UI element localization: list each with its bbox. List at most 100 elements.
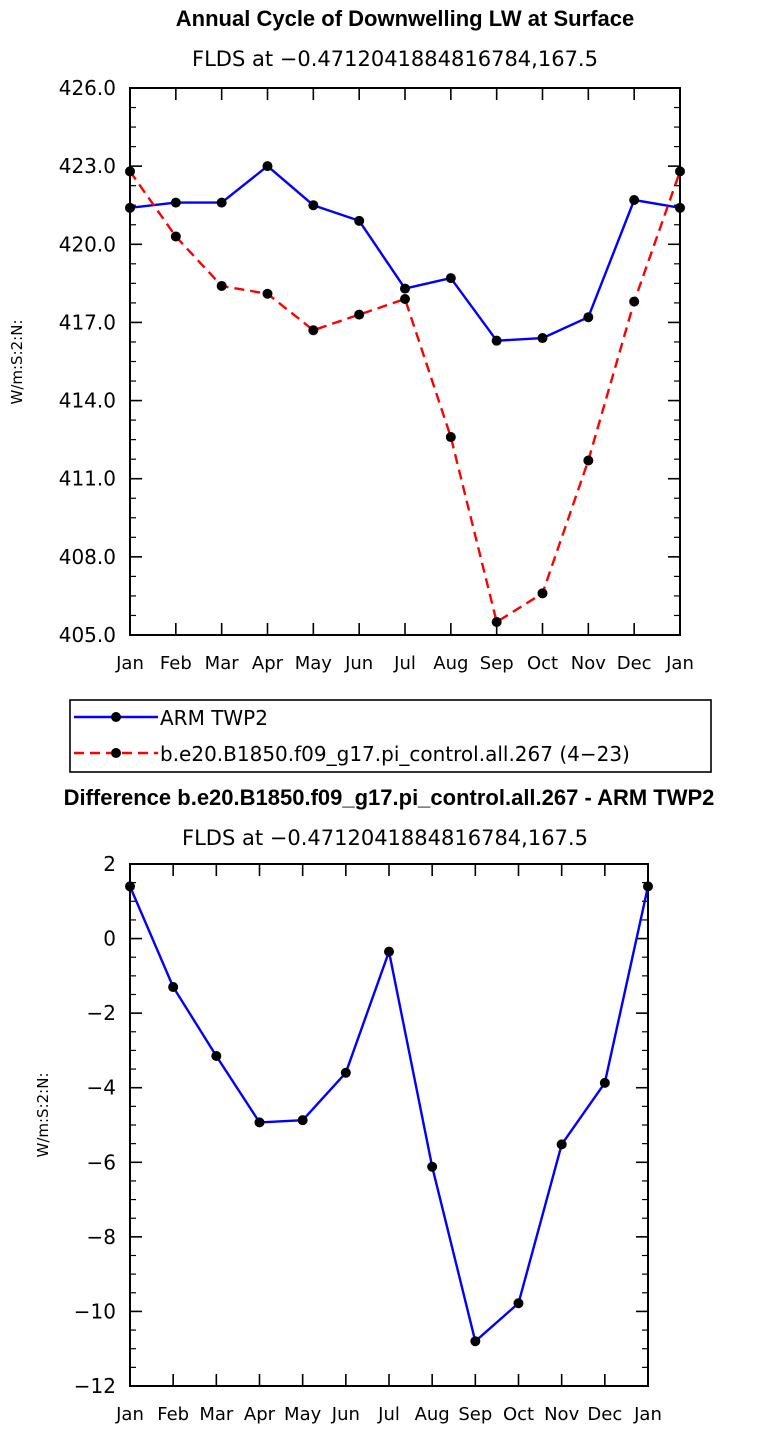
chart1-ytick-label: 423.0 xyxy=(59,154,116,178)
chart1-series-1-point xyxy=(537,588,548,599)
chart1-series-1-point xyxy=(400,293,410,304)
chart1-series-0-point xyxy=(537,333,548,344)
chart1-frame xyxy=(129,87,681,636)
chart1-ytick-label: 414.0 xyxy=(59,389,116,413)
chart2-series-0-point xyxy=(643,881,653,892)
legend-marker-1 xyxy=(111,748,121,758)
chart1-xtick-label: May xyxy=(295,653,333,674)
chart2-series-0-point xyxy=(211,1051,222,1062)
legend-marker-0 xyxy=(111,712,121,722)
chart1-series-0-point xyxy=(445,273,456,284)
chart2-xtick-label: Apr xyxy=(244,1404,276,1425)
chart2-plot: −12 −10 −8 −6 −4 −2 0 2 Jan Feb Mar Apr May Jun Jul Aug… xyxy=(74,852,662,1425)
chart2-xtick-label: Jun xyxy=(331,1404,360,1425)
chart2-ylabel: W/m:S:2:N: xyxy=(34,1073,52,1158)
chart1-ytick-label: 405.0 xyxy=(59,623,116,647)
chart2-series-0-point xyxy=(297,1115,308,1126)
chart1-title: Annual Cycle of Downwelling LW at Surfac… xyxy=(176,6,634,31)
chart1-xtick-label: Dec xyxy=(617,653,652,674)
chart1-series-0-point xyxy=(675,202,685,213)
chart1-series-0-line xyxy=(129,164,681,342)
chart2-ytick-label: −10 xyxy=(74,1299,116,1323)
chart2-xtick-label: Oct xyxy=(503,1404,534,1425)
chart2-ytick-label: 2 xyxy=(103,852,116,876)
chart1-series-1-point xyxy=(675,166,685,177)
chart2-series-0-point xyxy=(168,982,179,993)
chart2-subtitle: FLDS at −0.4712041884816784,167.5 xyxy=(182,826,588,850)
chart2-xtick-label: Jul xyxy=(377,1404,400,1425)
chart1-series-0-point xyxy=(262,161,273,172)
chart1-plot: 405.0 408.0 411.0 414.0 417.0 420.0 423.0 426.0… xyxy=(59,76,694,674)
chart1-series-0-point xyxy=(125,202,135,213)
chart1-series-1-point xyxy=(629,296,640,307)
legend-box xyxy=(69,699,712,773)
chart2-series-0-point xyxy=(599,1077,610,1088)
chart1-series-1-point xyxy=(125,166,135,177)
chart2-series-0-point xyxy=(470,1336,481,1347)
chart2-ytick-label: −12 xyxy=(74,1374,116,1398)
chart2-series-0-point xyxy=(513,1298,524,1309)
chart2-xtick-label: Sep xyxy=(458,1404,492,1425)
chart1-xtick-label: Jun xyxy=(344,653,373,674)
chart2-xtick-label: Jan xyxy=(115,1404,144,1425)
chart1-series-0-point xyxy=(354,215,365,226)
chart1-series-0-point xyxy=(308,200,319,211)
chart2-frame xyxy=(129,863,649,1387)
chart2-series-0-point xyxy=(340,1067,351,1078)
chart2-series-0-point xyxy=(427,1161,438,1172)
chart1-xtick-label: Jan xyxy=(115,653,144,674)
chart1-series-0-point xyxy=(400,283,410,294)
chart1-ylabel: W/m:S:2:N: xyxy=(8,320,26,405)
chart1-series-1-point xyxy=(170,231,181,242)
legend-label-1: b.e20.B1850.f09_g17.pi_control.all.267 (… xyxy=(160,742,630,766)
chart1-series-1-point xyxy=(216,280,227,291)
chart1-subtitle: FLDS at −0.4712041884816784,167.5 xyxy=(192,47,598,71)
chart1-ytick-label: 426.0 xyxy=(59,76,116,100)
chart1-ytick-label: 408.0 xyxy=(59,545,116,569)
chart1-series-1-point xyxy=(354,309,365,320)
chart2-ytick-label: −2 xyxy=(87,1001,116,1025)
chart1-series-0-point xyxy=(170,197,181,208)
chart1-series-1-point xyxy=(445,432,456,443)
chart2-xtick-label: Nov xyxy=(544,1404,579,1425)
chart2-xtick-label: Feb xyxy=(157,1404,189,1425)
chart2-xtick-label: May xyxy=(284,1404,322,1425)
chart1-xtick-label: Sep xyxy=(480,653,514,674)
chart2-title: Difference b.e20.B1850.f09_g17.pi_contro… xyxy=(64,785,715,810)
chart1-ytick-label: 420.0 xyxy=(59,232,116,256)
chart1-series-1-point xyxy=(491,616,502,627)
chart2-series-0-point xyxy=(556,1139,567,1150)
chart1-xtick-label: Apr xyxy=(252,653,284,674)
chart2-ytick-label: −6 xyxy=(87,1150,116,1174)
chart2-series-0-point xyxy=(254,1117,265,1128)
chart1-series-1-point xyxy=(583,455,594,466)
chart2-xtick-label: Dec xyxy=(587,1404,622,1425)
chart1-xtick-label: Jul xyxy=(393,653,416,674)
chart1-xtick-label: Mar xyxy=(205,653,240,674)
chart1-xtick-label: Oct xyxy=(527,653,558,674)
chart1-xtick-label: Jan xyxy=(665,653,694,674)
chart2-xtick-label: Mar xyxy=(199,1404,234,1425)
chart2-xtick-label: Jan xyxy=(633,1404,662,1425)
legend-label-0: ARM TWP2 xyxy=(160,706,268,730)
chart1-ytick-label: 417.0 xyxy=(59,310,116,334)
legend: ARM TWP2 b.e20.B1850.f09_g17.pi_control.a… xyxy=(69,699,712,773)
chart1-series-1-line xyxy=(129,170,682,624)
chart1-series-0-point xyxy=(629,195,640,206)
chart1-xtick-label: Aug xyxy=(433,653,468,674)
chart1-series-1-point xyxy=(308,325,319,336)
chart1-series-0-point xyxy=(583,312,594,323)
chart2-series-0-point xyxy=(125,881,135,892)
chart1-series-0-point xyxy=(491,335,502,346)
chart2-ytick-label: −8 xyxy=(87,1225,116,1249)
chart1-xtick-label: Nov xyxy=(571,653,606,674)
chart1-ytick-label: 411.0 xyxy=(59,467,116,491)
chart2-series-0-point xyxy=(384,946,394,957)
chart1-series-1-point xyxy=(262,288,273,299)
chart1-series-0-point xyxy=(216,197,227,208)
chart1-xtick-label: Feb xyxy=(160,653,192,674)
chart2-ytick-label: −4 xyxy=(87,1076,116,1100)
chart2-xtick-label: Aug xyxy=(415,1404,450,1425)
